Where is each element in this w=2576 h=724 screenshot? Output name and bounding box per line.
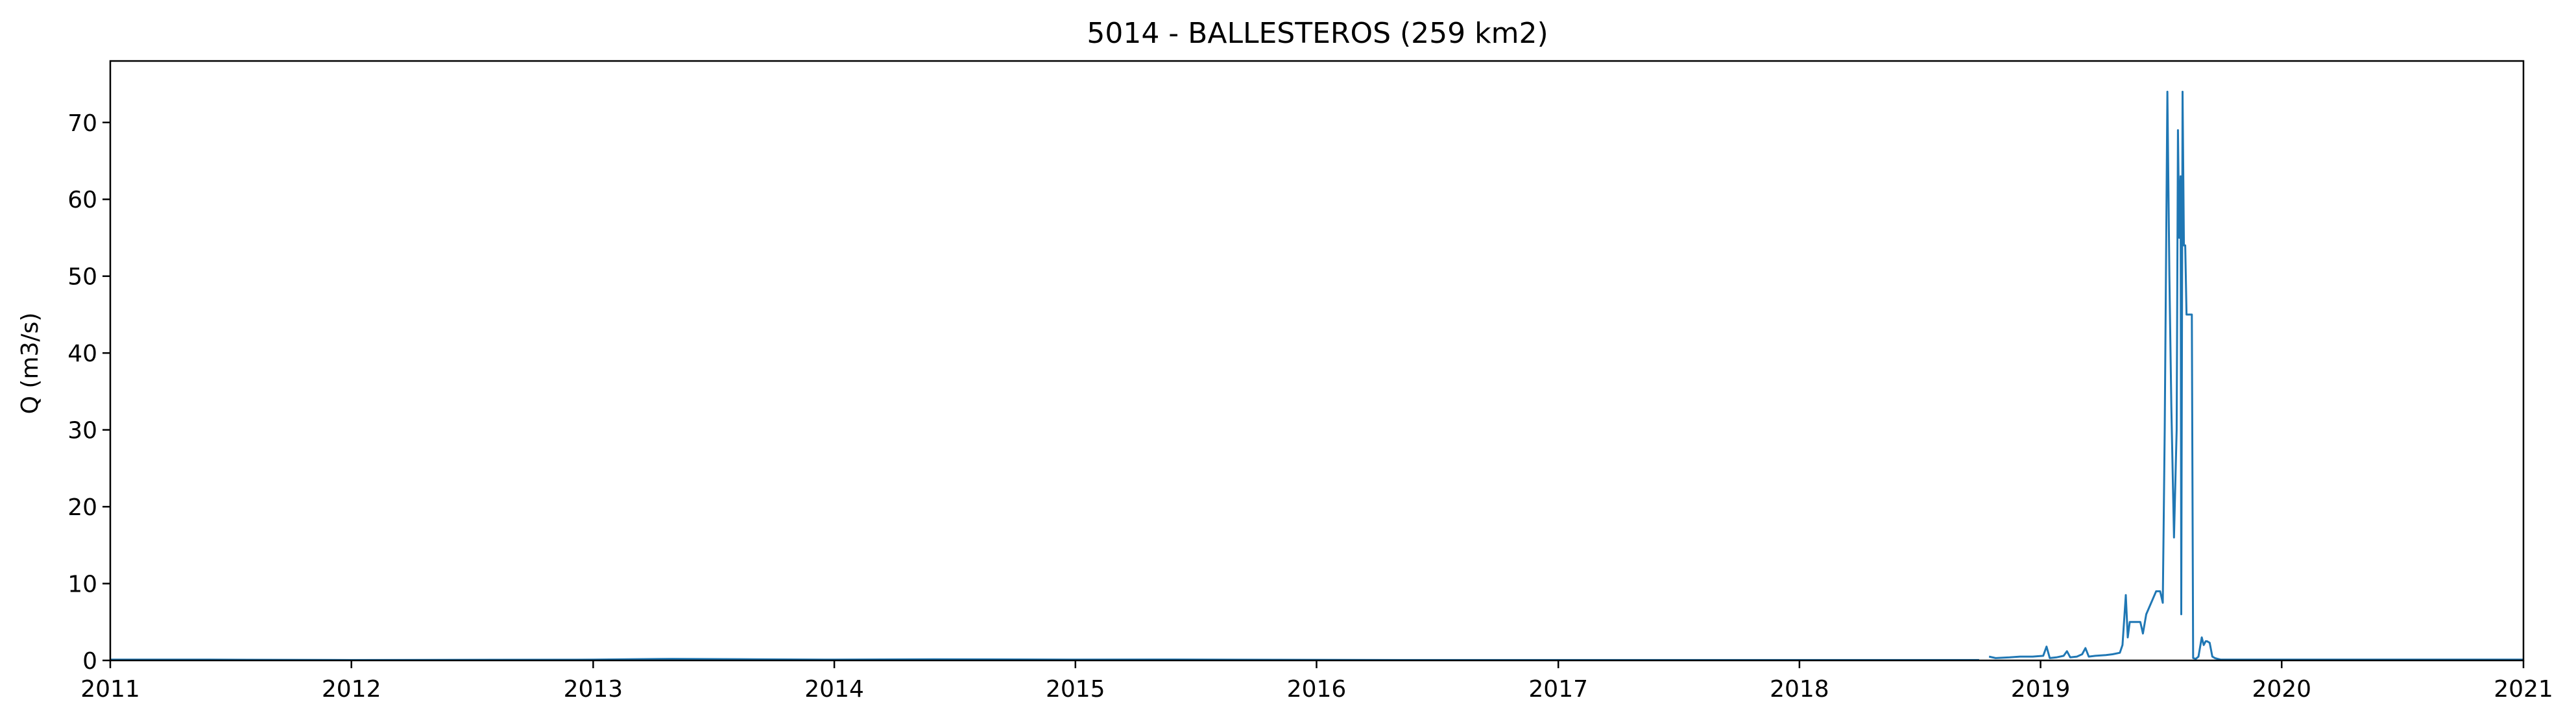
y-tick-label: 20 — [67, 494, 97, 521]
y-tick-label: 30 — [67, 418, 97, 444]
x-tick-label: 2015 — [1046, 676, 1105, 703]
x-tick-label: 2020 — [2252, 676, 2311, 703]
y-axis-label: Q (m3/s) — [17, 313, 43, 415]
chart-title: 5014 - BALLESTEROS (259 km2) — [1087, 17, 1548, 50]
x-tick-label: 2014 — [804, 676, 864, 703]
y-tick-label: 50 — [67, 264, 97, 291]
x-tick-label: 2013 — [564, 676, 623, 703]
x-tick-label: 2011 — [80, 676, 140, 703]
y-tick-label: 40 — [67, 341, 97, 367]
y-tick-label: 10 — [67, 572, 97, 598]
x-tick-label: 2016 — [1287, 676, 1347, 703]
y-tick-label: 70 — [67, 110, 97, 137]
x-tick-label: 2012 — [322, 676, 381, 703]
x-tick-label: 2017 — [1528, 676, 1588, 703]
x-tick-label: 2019 — [2011, 676, 2071, 703]
y-tick-label: 0 — [82, 648, 97, 675]
x-tick-label: 2021 — [2494, 676, 2553, 703]
x-tick-label: 2018 — [1770, 676, 1829, 703]
y-tick-label: 60 — [67, 187, 97, 213]
